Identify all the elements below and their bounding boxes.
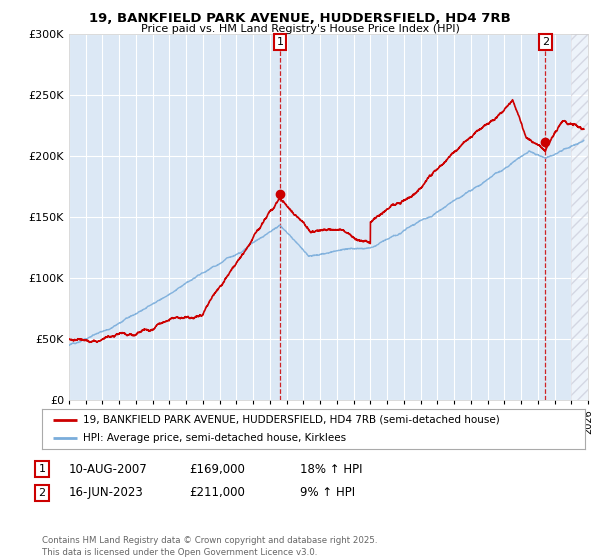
- Bar: [571, 34, 588, 400]
- Text: 9% ↑ HPI: 9% ↑ HPI: [300, 486, 355, 500]
- Text: Contains HM Land Registry data © Crown copyright and database right 2025.
This d: Contains HM Land Registry data © Crown c…: [42, 536, 377, 557]
- Text: £169,000: £169,000: [189, 463, 245, 476]
- Text: 2: 2: [542, 38, 549, 47]
- Text: Price paid vs. HM Land Registry's House Price Index (HPI): Price paid vs. HM Land Registry's House …: [140, 24, 460, 34]
- Text: 1: 1: [38, 464, 46, 474]
- Text: £211,000: £211,000: [189, 486, 245, 500]
- Text: 1: 1: [277, 38, 284, 47]
- Text: 19, BANKFIELD PARK AVENUE, HUDDERSFIELD, HD4 7RB: 19, BANKFIELD PARK AVENUE, HUDDERSFIELD,…: [89, 12, 511, 25]
- Text: 19, BANKFIELD PARK AVENUE, HUDDERSFIELD, HD4 7RB (semi-detached house): 19, BANKFIELD PARK AVENUE, HUDDERSFIELD,…: [83, 415, 499, 424]
- Text: 16-JUN-2023: 16-JUN-2023: [69, 486, 144, 500]
- Text: 18% ↑ HPI: 18% ↑ HPI: [300, 463, 362, 476]
- Text: 2: 2: [38, 488, 46, 498]
- Text: HPI: Average price, semi-detached house, Kirklees: HPI: Average price, semi-detached house,…: [83, 433, 346, 443]
- Text: 10-AUG-2007: 10-AUG-2007: [69, 463, 148, 476]
